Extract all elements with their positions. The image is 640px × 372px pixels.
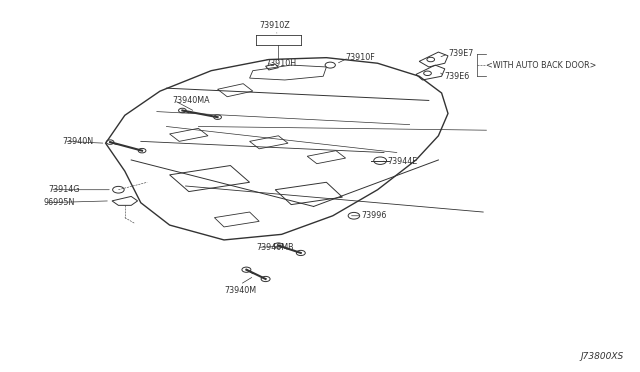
Text: 73940MA: 73940MA [173, 96, 211, 105]
Text: 73996: 73996 [362, 211, 387, 220]
Text: 96995N: 96995N [44, 198, 75, 207]
Text: <WITH AUTO BACK DOOR>: <WITH AUTO BACK DOOR> [486, 61, 596, 70]
Text: 73940MB: 73940MB [256, 243, 294, 252]
Text: 73940N: 73940N [63, 137, 94, 146]
Text: 739E6: 739E6 [445, 72, 470, 81]
Text: J73800XS: J73800XS [580, 352, 624, 361]
Text: 73944E: 73944E [387, 157, 417, 166]
Text: 73910Z: 73910Z [260, 21, 291, 30]
Text: 73914G: 73914G [48, 185, 79, 194]
Text: 73940M: 73940M [224, 286, 256, 295]
Text: 73910H: 73910H [266, 59, 297, 68]
Text: 73910F: 73910F [346, 53, 375, 62]
Text: 739E7: 739E7 [448, 49, 474, 58]
